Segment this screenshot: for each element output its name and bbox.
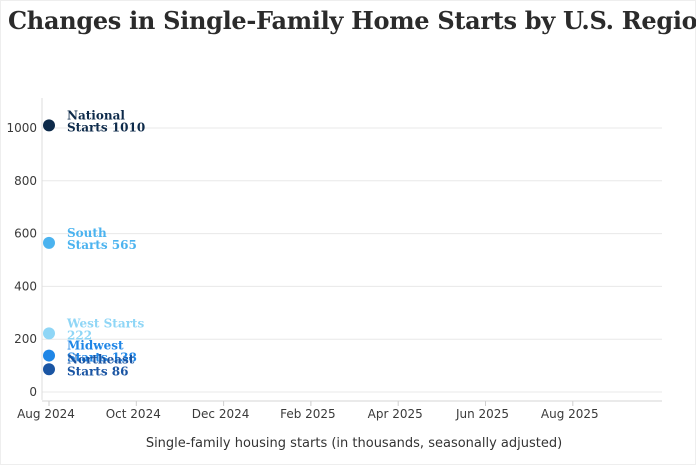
data-point-midwest[interactable]	[43, 349, 55, 362]
data-point-national[interactable]	[43, 119, 55, 132]
data-label-midwest: Midwest Starts 138	[67, 339, 137, 365]
x-tick-label: Apr 2025	[368, 407, 423, 421]
x-axis-title: Single-family housing starts (in thousan…	[146, 436, 562, 451]
data-label-northeast: Northeast Starts 86	[67, 352, 135, 378]
data-label-national: National Starts 1010	[67, 108, 145, 134]
x-tick-label: Aug 2024	[17, 407, 75, 421]
x-tick-label: Oct 2024	[106, 407, 161, 421]
x-tick-label: Dec 2024	[192, 407, 250, 421]
chart-title: Changes in Single-Family Home Starts by …	[8, 6, 696, 35]
data-point-south[interactable]	[43, 236, 55, 249]
y-tick-label: 800	[14, 174, 37, 188]
x-tick-label: Feb 2025	[280, 407, 336, 421]
y-tick-label: 200	[14, 332, 37, 346]
y-tick-label: 400	[14, 279, 37, 293]
data-label-west: West Starts 222	[66, 316, 144, 342]
data-point-northeast[interactable]	[43, 363, 55, 376]
data-label-south: South Starts 565	[67, 226, 137, 252]
x-tick-label: Jun 2025	[455, 407, 509, 421]
x-tick-label: Aug 2025	[541, 407, 599, 421]
data-point-west[interactable]	[43, 327, 55, 340]
y-tick-label: 0	[29, 385, 37, 399]
y-tick-label: 600	[14, 227, 37, 241]
y-tick-label: 1000	[6, 121, 37, 135]
